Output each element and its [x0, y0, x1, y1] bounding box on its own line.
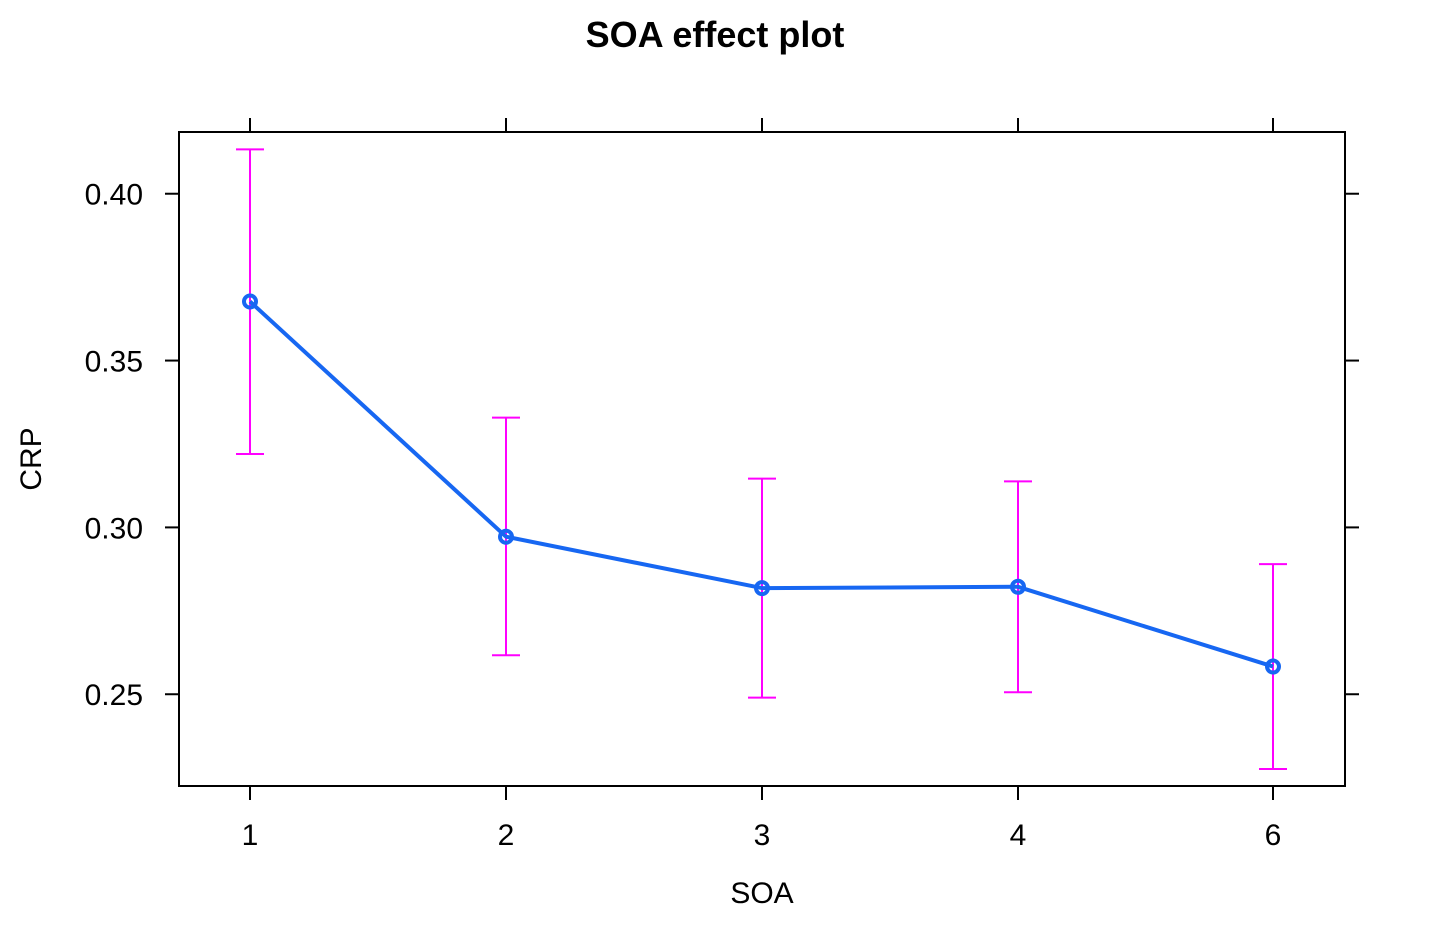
data-points [242, 293, 1281, 675]
data-point [242, 293, 258, 310]
x-tick-label: 3 [754, 819, 771, 852]
x-tick-label: 4 [1010, 819, 1027, 852]
y-axis-label: CRP [15, 427, 48, 490]
data-point [498, 528, 514, 545]
x-tick-label: 2 [498, 819, 515, 852]
x-tick-label: 1 [242, 819, 259, 852]
x-tick-label: 6 [1265, 819, 1282, 852]
y-tick-label: 0.30 [85, 512, 143, 545]
y-tick-label: 0.25 [85, 679, 143, 712]
x-axis-label: SOA [730, 877, 793, 910]
axis-ticks [165, 118, 1359, 800]
data-point [754, 580, 770, 597]
y-tick-label: 0.40 [85, 179, 143, 212]
series-line [248, 300, 1274, 669]
data-point [1010, 578, 1026, 595]
error-bars [236, 148, 1287, 770]
y-tick-label: 0.35 [85, 346, 143, 379]
chart-title: SOA effect plot [586, 14, 845, 55]
data-point [1265, 658, 1281, 675]
